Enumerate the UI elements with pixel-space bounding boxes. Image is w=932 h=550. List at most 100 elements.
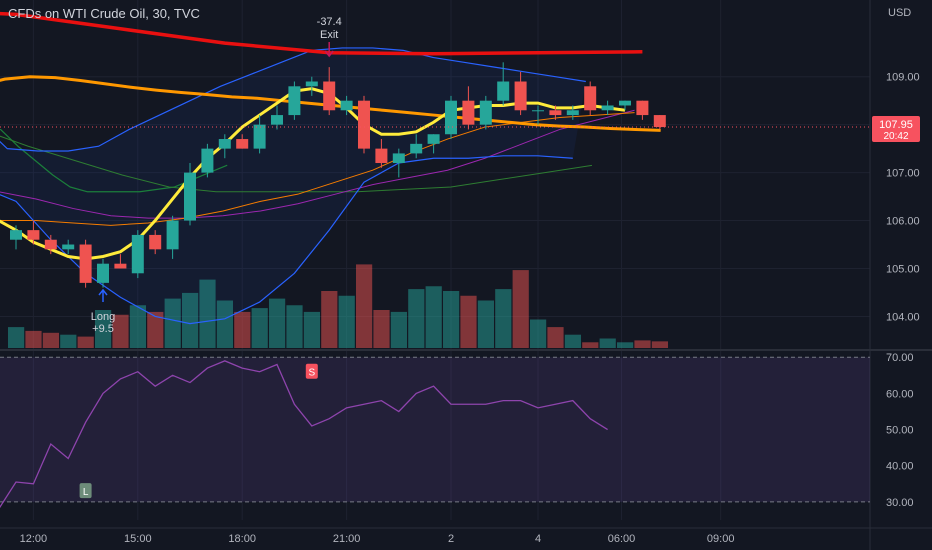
candle xyxy=(288,81,301,120)
candle-body xyxy=(601,105,614,111)
candle-body xyxy=(532,110,544,112)
candle xyxy=(79,239,92,288)
volume-bar xyxy=(373,310,390,348)
volume-bar xyxy=(199,279,216,348)
long-label: Long xyxy=(91,311,115,323)
candle xyxy=(253,115,266,154)
price-tick-label: 107.00 xyxy=(886,168,920,180)
currency-label: USD xyxy=(888,7,911,19)
candle xyxy=(131,230,144,279)
volume-bar xyxy=(303,311,320,348)
time-tick-label: 09:00 xyxy=(707,533,735,545)
green-ma-line-long xyxy=(0,135,593,193)
signal-badge xyxy=(79,483,92,499)
axes: USD104.00105.00106.00107.00108.00109.003… xyxy=(0,7,920,545)
candle xyxy=(44,234,57,255)
candle-body xyxy=(149,234,162,250)
candle-body xyxy=(79,244,92,283)
candle-body xyxy=(27,230,40,240)
candle xyxy=(653,115,666,130)
volume-bar xyxy=(617,342,634,348)
volume-bar xyxy=(547,327,564,348)
candle-body xyxy=(392,153,405,164)
time-tick-label: 21:00 xyxy=(333,533,361,545)
candle xyxy=(114,254,127,269)
volume-bar xyxy=(390,311,407,348)
long-signal: L xyxy=(79,483,92,499)
candle-body xyxy=(10,230,22,240)
volume-bar xyxy=(356,264,373,348)
candle-body xyxy=(479,100,492,125)
candle xyxy=(549,105,562,120)
volume-bar xyxy=(164,298,181,348)
signal-label: S xyxy=(308,368,315,379)
volume-bar xyxy=(651,341,668,348)
long-arrow-icon xyxy=(98,288,108,302)
price-tick-label: 105.00 xyxy=(886,263,920,275)
candle xyxy=(305,76,318,96)
candle-body xyxy=(358,100,370,149)
candle-body xyxy=(114,263,127,269)
candle xyxy=(149,230,162,255)
volume-bar xyxy=(234,311,251,348)
volume-bar xyxy=(321,291,338,348)
volume-bar xyxy=(338,295,355,348)
candle-body xyxy=(653,115,666,128)
volume-bar xyxy=(530,319,547,348)
exit-label: Exit xyxy=(320,29,338,41)
candle xyxy=(10,225,22,250)
candle xyxy=(532,105,544,125)
purple-ma-line xyxy=(0,109,635,219)
rsi-line xyxy=(0,360,608,509)
rsi-pane: LS xyxy=(0,356,870,509)
price-tick-label: 104.00 xyxy=(886,311,920,323)
candle-body xyxy=(410,143,423,154)
volume-bar xyxy=(8,327,25,348)
candle-body xyxy=(288,86,301,116)
candle xyxy=(601,100,614,116)
candle-body xyxy=(184,172,196,221)
candle xyxy=(236,134,249,149)
candle xyxy=(514,71,527,116)
candle xyxy=(410,134,423,159)
candle-body xyxy=(636,100,649,116)
rsi-tick-label: 60.00 xyxy=(886,388,914,400)
exit-value-label: -37.4 xyxy=(317,16,342,28)
candle xyxy=(566,105,579,120)
volume-bar xyxy=(77,336,94,348)
candle-body xyxy=(218,139,231,149)
volume-bar xyxy=(495,289,512,348)
candle-body xyxy=(44,239,57,250)
candle xyxy=(497,62,510,106)
candle-body xyxy=(166,220,179,250)
candle xyxy=(584,81,597,116)
candle xyxy=(27,220,40,245)
candle xyxy=(479,95,492,130)
exit-arrow-icon xyxy=(324,42,334,58)
long-value-label: +9.5 xyxy=(92,323,114,335)
candle xyxy=(271,105,283,130)
volume-bars xyxy=(8,264,668,348)
candle-body xyxy=(462,100,475,125)
candle-body xyxy=(323,81,336,111)
candle-body xyxy=(236,139,249,149)
thin-orange-ma-line xyxy=(0,112,635,226)
price-tick-label: 109.00 xyxy=(886,72,920,84)
candle xyxy=(218,134,231,159)
short-signal: S xyxy=(305,363,318,379)
candle-body xyxy=(340,100,353,111)
time-tick-label: 18:00 xyxy=(228,533,256,545)
candle-body xyxy=(97,263,109,283)
volume-bar xyxy=(112,314,129,348)
candle xyxy=(184,163,196,226)
volume-bar xyxy=(512,270,529,348)
candle xyxy=(340,95,353,116)
candle xyxy=(358,95,370,154)
candle xyxy=(636,100,649,120)
volume-bar xyxy=(477,300,494,348)
rsi-tick-label: 50.00 xyxy=(886,425,914,437)
